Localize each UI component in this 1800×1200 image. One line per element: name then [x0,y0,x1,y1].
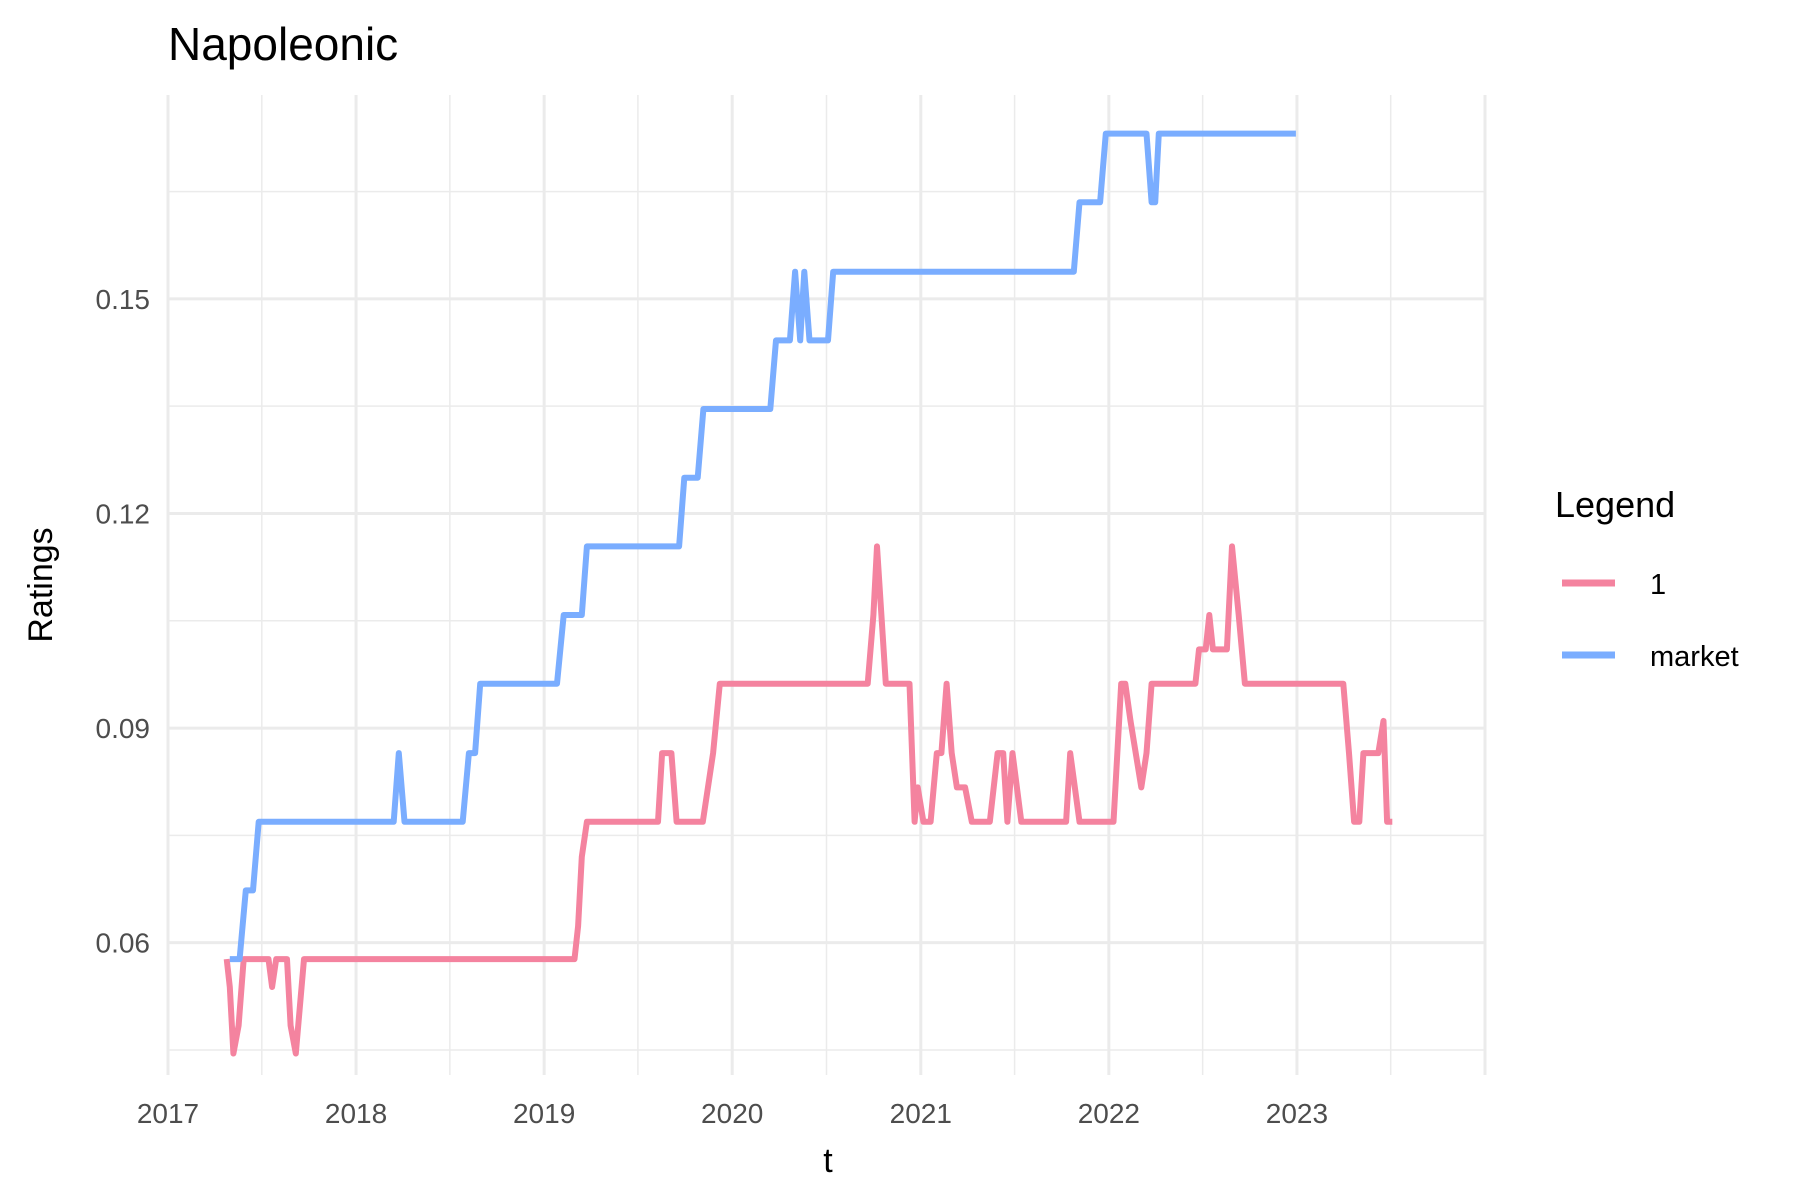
legend-label-1: 1 [1650,569,1666,601]
series-line-1 [223,543,1393,1057]
series-lines [223,130,1393,1057]
y-tick-label: 0.12 [96,498,151,529]
x-tick-label: 2018 [325,1098,387,1129]
legend: Legend 1 market [1555,484,1739,673]
legend-label-market: market [1650,641,1739,673]
x-tick-label: 2022 [1078,1098,1140,1129]
major-gridlines [166,95,1487,1075]
x-tick-label: 2023 [1266,1098,1328,1129]
x-tick-label: 2020 [701,1098,763,1129]
chart-title: Napoleonic [168,18,398,70]
x-tick-label: 2017 [137,1098,199,1129]
x-axis-title: t [823,1142,833,1180]
x-axis-tick-labels: 2017 2018 2019 2020 2021 2022 2023 [137,1098,1328,1129]
minor-gridlines [168,95,1485,1075]
y-tick-label: 0.15 [96,284,151,315]
x-tick-label: 2021 [890,1098,952,1129]
legend-title: Legend [1555,484,1675,525]
series-line-market [229,130,1296,963]
y-tick-label: 0.09 [96,713,151,744]
y-axis-tick-labels: 0.06 0.09 0.12 0.15 [96,284,151,959]
y-axis-title: Ratings [22,527,60,642]
y-tick-label: 0.06 [96,928,151,959]
x-tick-label: 2019 [513,1098,575,1129]
